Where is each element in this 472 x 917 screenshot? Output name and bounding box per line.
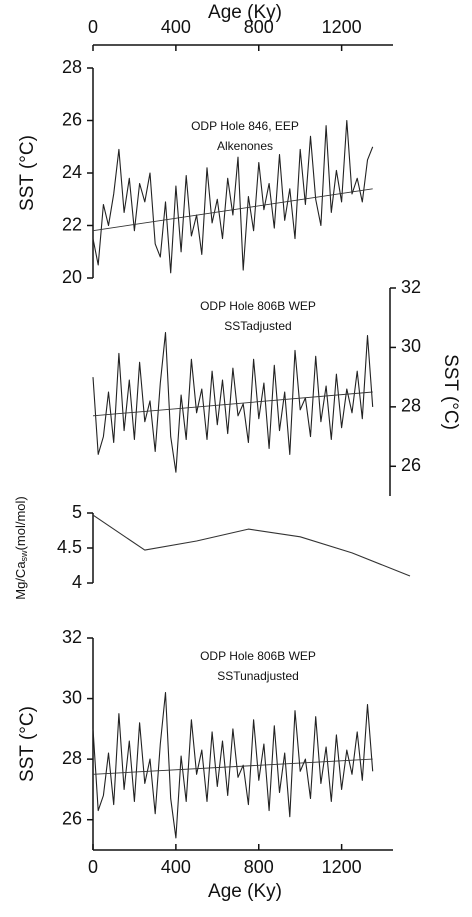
panel-title: ODP Hole 806B WEP	[200, 649, 316, 663]
panel-subtitle: Alkenones	[217, 139, 273, 153]
y-tick-label: 26	[62, 808, 82, 828]
y-axis-label-subscript: sw	[19, 550, 29, 562]
trend-line	[92, 758, 373, 775]
y-tick-label: 22	[62, 214, 82, 234]
y-tick-label: 30	[401, 336, 421, 356]
panel-subtitle: SSTunadjusted	[217, 669, 299, 683]
y-axis-label-suffix: (mol/mol)	[13, 496, 28, 550]
y-tick-label: 28	[401, 396, 421, 416]
y-axis-label: SST (°C)	[17, 135, 38, 211]
x-tick-label: 0	[88, 17, 98, 37]
y-tick-label: 4.5	[57, 537, 82, 557]
data-line	[92, 514, 411, 577]
x-axis-label: Age (Ky)	[208, 881, 282, 902]
y-tick-label: 24	[62, 162, 82, 182]
y-axis-label-main: Mg/Ca	[13, 561, 28, 600]
x-tick-label: 1200	[322, 857, 362, 877]
trend-line	[92, 391, 373, 417]
y-tick-label: 4	[72, 572, 82, 592]
y-axis-label: Mg/Casw(mol/mol)	[13, 496, 29, 599]
x-tick-label: 800	[244, 17, 274, 37]
x-tick-label: 400	[161, 17, 191, 37]
panel-subtitle: SSTadjusted	[224, 319, 291, 333]
y-tick-label: 30	[62, 687, 82, 707]
y-tick-label: 26	[62, 109, 82, 129]
data-line	[92, 332, 374, 473]
y-tick-label: 32	[401, 277, 421, 297]
x-axis-label: Age (Ky)	[208, 2, 282, 23]
y-axis-label: SST (°C)	[440, 354, 461, 430]
y-tick-label: 26	[401, 455, 421, 475]
y-tick-label: 5	[72, 502, 82, 522]
x-tick-label: 400	[161, 857, 191, 877]
y-tick-label: 28	[62, 748, 82, 768]
panel-title: ODP Hole 806B WEP	[200, 299, 316, 313]
y-tick-label: 28	[62, 57, 82, 77]
y-axis-label: SST (°C)	[17, 706, 38, 782]
x-tick-label: 800	[244, 857, 274, 877]
trend-line	[92, 188, 373, 232]
y-tick-label: 32	[62, 627, 82, 647]
x-tick-label: 1200	[322, 17, 362, 37]
panel-title: ODP Hole 846, EEP	[191, 119, 299, 133]
y-tick-label: 20	[62, 267, 82, 287]
data-line	[92, 691, 374, 839]
data-line	[92, 119, 374, 274]
x-tick-label: 0	[88, 857, 98, 877]
